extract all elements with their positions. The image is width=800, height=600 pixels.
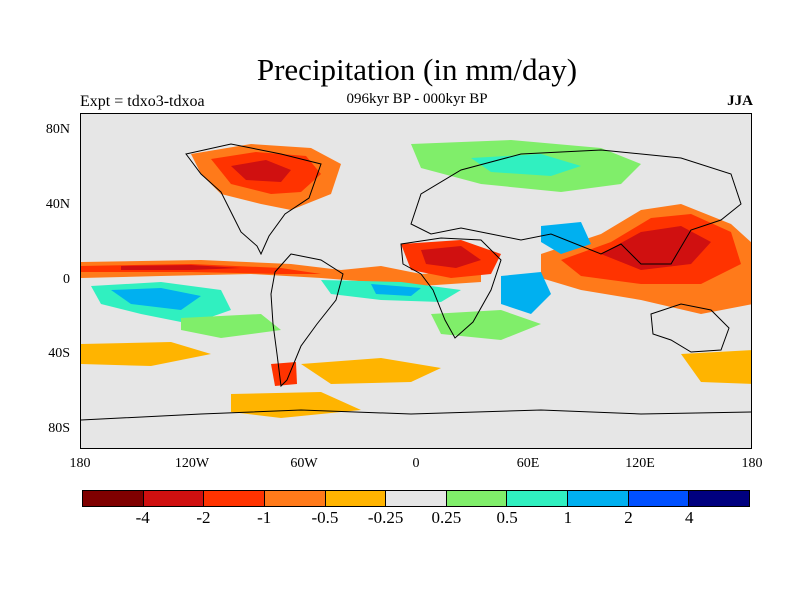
experiment-label: Expt = tdxo3-tdxoa xyxy=(80,93,205,110)
anomaly-patch xyxy=(81,342,211,366)
anomaly-patch xyxy=(271,362,297,386)
anomaly-patch xyxy=(121,265,241,270)
anomaly-patch xyxy=(501,272,551,314)
anomaly-patch xyxy=(431,310,541,340)
colorbar-swatch xyxy=(568,491,629,506)
colorbar-swatch xyxy=(83,491,144,506)
colorbar-swatch xyxy=(143,491,205,506)
y-tick-label: 40S xyxy=(48,346,70,361)
anomaly-patch xyxy=(231,160,291,182)
x-tick-label: 0 xyxy=(412,456,420,471)
anomaly-patch xyxy=(371,284,421,296)
colorbar-swatch xyxy=(264,491,326,506)
x-tick-label: 180 xyxy=(69,456,91,471)
coastline-south-america xyxy=(270,253,344,388)
colorbar-label: -4 xyxy=(135,508,150,527)
x-tick-label: 60W xyxy=(290,456,318,471)
colorbar-label: 2 xyxy=(624,508,633,527)
anomaly-patch xyxy=(231,392,361,418)
colorbar-swatch xyxy=(204,491,265,506)
coastline-north-america xyxy=(185,143,322,256)
colorbar-swatch xyxy=(689,491,750,506)
colorbar-label: -1 xyxy=(257,508,272,527)
coastlines xyxy=(81,143,751,421)
coastline-eurasia xyxy=(410,149,742,265)
anomaly-patch xyxy=(181,314,281,338)
precipitation-map xyxy=(80,113,752,449)
colorbar-swatch xyxy=(325,491,387,506)
colorbar-label: 1 xyxy=(563,508,573,527)
colorbar-swatch xyxy=(386,491,447,506)
y-tick-label: 80S xyxy=(48,421,70,436)
x-tick-label: 60E xyxy=(516,456,540,471)
x-tick-label: 120W xyxy=(174,456,210,471)
colorbar-label: -0.25 xyxy=(367,508,404,527)
x-tick-label: 180 xyxy=(741,456,763,471)
anomaly-patch xyxy=(541,222,591,254)
chart-title: Precipitation (in mm/day) xyxy=(256,52,578,87)
season-label: JJA xyxy=(727,93,753,109)
y-tick-label: 40N xyxy=(45,197,70,212)
map-svg xyxy=(81,140,751,421)
y-tick-label: 0 xyxy=(63,272,70,287)
coastline-antarctica xyxy=(81,409,751,421)
colorbar-label: 0.25 xyxy=(431,508,462,527)
colorbar-label: -2 xyxy=(196,508,211,527)
y-tick-label: 80N xyxy=(45,122,70,137)
coastline-africa xyxy=(400,237,502,339)
anomaly-patch xyxy=(601,226,711,270)
anomaly-patch xyxy=(301,358,441,384)
colorbar-swatch xyxy=(507,491,569,506)
anomaly-field xyxy=(81,140,751,418)
colorbar-label: 0.5 xyxy=(496,508,518,527)
colorbar-swatch xyxy=(446,491,508,506)
coastline-australia xyxy=(650,303,730,353)
anomaly-patch xyxy=(111,288,201,310)
chart-subtitle: 096kyr BP - 000kyr BP xyxy=(346,91,488,107)
anomaly-patch xyxy=(681,350,751,384)
x-tick-label: 120E xyxy=(625,456,655,471)
colorbar xyxy=(82,490,750,507)
anomaly-patch xyxy=(421,246,481,268)
colorbar-swatch xyxy=(628,491,690,506)
colorbar-label: -0.5 xyxy=(311,508,339,527)
colorbar-label: 4 xyxy=(685,508,694,527)
